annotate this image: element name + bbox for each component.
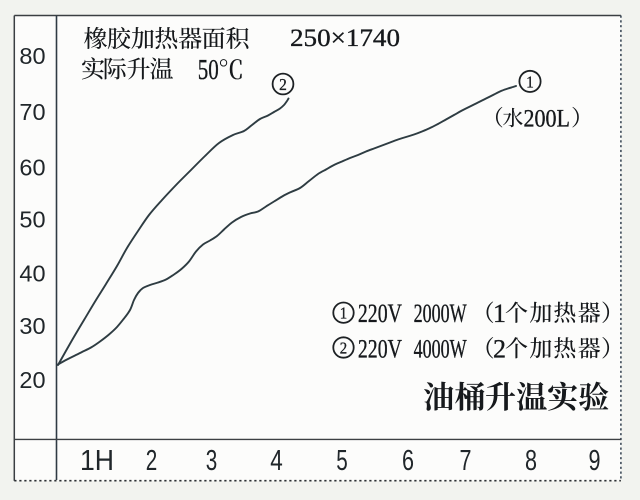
svg-text:220V: 220V xyxy=(358,299,402,328)
svg-text:50: 50 xyxy=(19,207,45,233)
svg-text:30: 30 xyxy=(19,313,45,339)
svg-text:7: 7 xyxy=(460,445,472,477)
svg-text:20: 20 xyxy=(19,367,45,393)
svg-text:1: 1 xyxy=(340,304,347,323)
svg-text:1H: 1H xyxy=(80,445,114,477)
svg-text:4000W: 4000W xyxy=(414,335,467,364)
svg-text:40: 40 xyxy=(19,261,45,287)
svg-text:5: 5 xyxy=(336,445,348,477)
svg-text:60: 60 xyxy=(19,155,45,181)
svg-text:2: 2 xyxy=(146,445,158,477)
svg-text:4: 4 xyxy=(270,445,283,477)
svg-text:1: 1 xyxy=(526,72,534,91)
svg-text:250×1740: 250×1740 xyxy=(290,25,400,52)
svg-text:1: 1 xyxy=(493,299,506,328)
svg-text:9: 9 xyxy=(589,445,601,477)
svg-text:50: 50 xyxy=(198,54,219,86)
svg-text:6: 6 xyxy=(402,445,414,477)
svg-text:220V: 220V xyxy=(358,335,402,364)
svg-text:2: 2 xyxy=(340,338,347,357)
svg-text:3: 3 xyxy=(206,445,218,477)
svg-text:8: 8 xyxy=(525,445,537,477)
svg-text:2000W: 2000W xyxy=(414,299,467,328)
svg-text:80: 80 xyxy=(19,43,45,69)
svg-text:2: 2 xyxy=(493,335,506,364)
svg-text:200L: 200L xyxy=(524,106,571,133)
svg-text:70: 70 xyxy=(19,99,45,125)
svg-text:2: 2 xyxy=(279,75,287,94)
